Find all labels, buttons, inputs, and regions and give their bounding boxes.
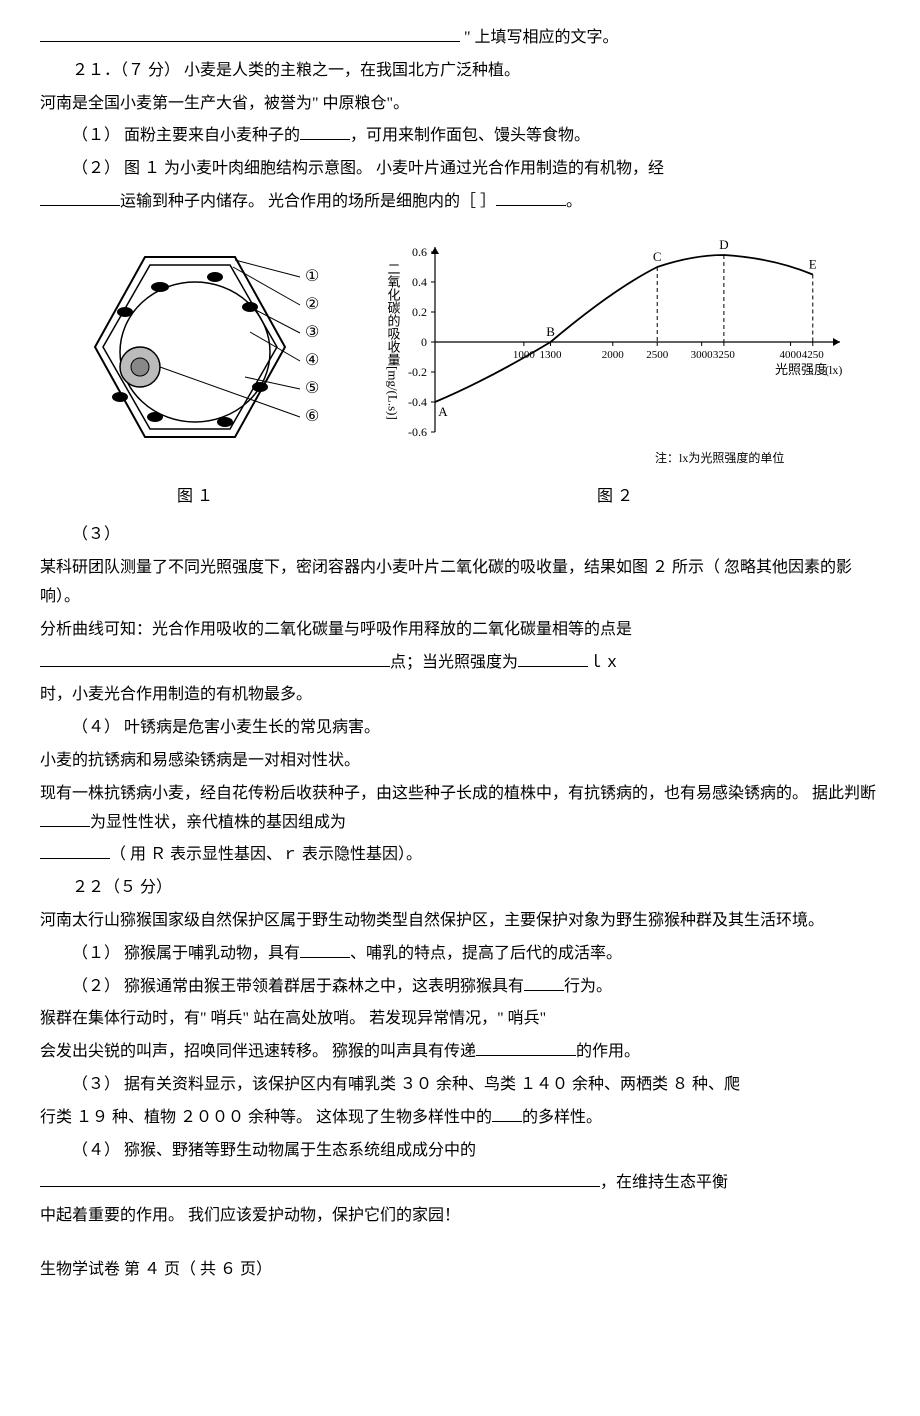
q22-p2d: 会发出尖锐的叫声，招唤同伴迅速转移。 猕猴的叫声具有传递: [40, 1043, 476, 1060]
q21-p3c: 点；当光照强度为: [390, 654, 518, 671]
svg-text:-0.4: -0.4: [408, 395, 427, 409]
svg-text:二氧化碳的吸收量[mg/(L.s)]: 二氧化碳的吸收量[mg/(L.s)]: [386, 262, 401, 420]
co2-chart: -0.6 -0.4 -0.2 0 0.2 0.4 0.6 1000 1300 2000 2500 30…: [375, 237, 855, 478]
q22-p2-blank1: [524, 975, 564, 991]
q22-p4c: 中起着重要的作用。 我们应该爱护动物，保护它们的家园！: [40, 1202, 880, 1231]
q22-p2b: 行为。: [564, 978, 612, 995]
q22-p2-line3: 会发出尖锐的叫声，招唤同伴迅速转移。 猕猴的叫声具有传递 的作用。: [40, 1038, 880, 1067]
q22-p1: （１） 猕猴属于哺乳动物，具有 、哺乳的特点，提高了后代的成活率。: [40, 940, 880, 969]
svg-text:0.2: 0.2: [412, 305, 427, 319]
svg-text:-0.6: -0.6: [408, 425, 427, 439]
svg-text:4000: 4000: [780, 349, 803, 361]
q21-p3-blank2: [518, 651, 588, 667]
svg-text:光照强度: 光照强度: [775, 362, 827, 377]
q22-p4-line1: （４） 猕猴、野猪等野生动物属于生态系统组成成分中的: [40, 1137, 880, 1166]
q22-p4-blank: [40, 1171, 600, 1187]
q21-p4c: 现有一株抗锈病小麦，经自花传粉后收获种子，由这些种子长成的植株中，有抗锈病的，也…: [40, 780, 880, 838]
svg-text:注：lx为光照强度的单位: 注：lx为光照强度的单位: [655, 450, 784, 465]
cell-label-1: ①: [305, 268, 319, 285]
q21-p4a: （４） 叶锈病是危害小麦生长的常见病害。: [40, 714, 880, 743]
svg-text:0.6: 0.6: [412, 245, 427, 259]
svg-text:4250: 4250: [802, 349, 825, 361]
q21-p3b: 分析曲线可知：光合作用吸收的二氧化碳量与呼吸作用释放的二氧化碳量相等的点是: [40, 616, 880, 645]
q21-p3e: 时，小麦光合作用制造的有机物最多。: [40, 681, 880, 710]
svg-text:B: B: [546, 324, 555, 339]
q22-p2e: 的作用。: [576, 1043, 640, 1060]
cell-label-4: ④: [305, 352, 319, 369]
q22-p1-blank: [300, 942, 350, 958]
q21-p2c: 。: [566, 193, 582, 210]
svg-text:3250: 3250: [713, 349, 736, 361]
header-quote-line: " 上填写相应的文字。: [40, 24, 880, 53]
q21-p3d: ｌｘ: [588, 654, 620, 671]
q21-p3a: 某科研团队测量了不同光照强度下，密闭容器内小麦叶片二氧化碳的吸收量，结果如图 ２…: [40, 554, 880, 612]
cell-label-5: ⑤: [305, 380, 319, 397]
svg-text:1300: 1300: [540, 349, 563, 361]
cell-label-2: ②: [305, 296, 319, 313]
svg-text:2000: 2000: [602, 349, 625, 361]
q22-p4-line2: ，在维持生态平衡: [40, 1169, 880, 1198]
q21-p4b: 小麦的抗锈病和易感染锈病是一对相对性状。: [40, 747, 880, 776]
cell-label-3: ③: [305, 324, 319, 341]
svg-text:2500: 2500: [646, 349, 669, 361]
q22-p2-blank2: [476, 1040, 576, 1056]
svg-text:3000: 3000: [691, 349, 714, 361]
cell-diagram: ① ② ③ ④ ⑤ ⑥: [65, 237, 325, 468]
q21-p3-blank1: [40, 651, 390, 667]
q22-p3b: 行类 １９ 种、植物 ２０００ 余种等。 这体现了生物多样性中的: [40, 1109, 492, 1126]
svg-text:0.4: 0.4: [412, 275, 427, 289]
header-quote: " 上填写相应的文字。: [464, 29, 619, 46]
q22-p3-blank: [492, 1106, 522, 1122]
q21-p1a: （１） 面粉主要来自小麦种子的: [72, 127, 300, 144]
q21-p1: （１） 面粉主要来自小麦种子的 ，可用来制作面包、馒头等食物。: [40, 122, 880, 151]
q21-p4-blank2: [40, 843, 110, 859]
q21-p1b: ，可用来制作面包、馒头等食物。: [350, 127, 590, 144]
q22-p2-line1: （２） 猕猴通常由猴王带领着群居于森林之中，这表明猕猴具有 行为。: [40, 973, 880, 1002]
q21-p2-blank2: [496, 190, 566, 206]
q21-p2-blank1: [40, 190, 120, 206]
q22-p3a: （３） 据有关资料显示，该保护区内有哺乳类 ３０ 余种、鸟类 １４０ 余种、两栖…: [40, 1071, 880, 1100]
q21-intro2: 河南是全国小麦第一生产大省，被誉为" 中原粮仓"。: [40, 90, 880, 119]
q21-p3-blank-line: 点；当光照强度为 ｌｘ: [40, 649, 880, 678]
svg-text:-0.2: -0.2: [408, 365, 427, 379]
q22-p3-line2: 行类 １９ 种、植物 ２０００ 余种等。 这体现了生物多样性中的 的多样性。: [40, 1104, 880, 1133]
q22-p2a: （２） 猕猴通常由猴王带领着群居于森林之中，这表明猕猴具有: [72, 978, 524, 995]
q22-p1a: （１） 猕猴属于哺乳动物，具有: [72, 945, 300, 962]
header-blank: [40, 26, 460, 42]
q21-number: ２１．（７ 分）: [72, 62, 180, 79]
q21-p4e: （ 用 Ｒ 表示显性基因、ｒ 表示隐性基因）。: [110, 846, 422, 863]
cell-label-6: ⑥: [305, 408, 319, 425]
q22-p4a: （４） 猕猴、野猪等野生动物属于生态系统组成成分中的: [72, 1142, 476, 1159]
svg-text:E: E: [809, 256, 817, 271]
q22-p4b: ，在维持生态平衡: [600, 1174, 728, 1191]
fig1-label: 图 １: [65, 483, 325, 512]
q21-p2-line2: 运输到种子内储存。 光合作用的场所是细胞内的［ ］ 。: [40, 188, 880, 217]
q21-p2b: 运输到种子内储存。 光合作用的场所是细胞内的［ ］: [120, 193, 496, 210]
q22-p2c: 猴群在集体行动时，有" 哨兵" 站在高处放哨。 若发现异常情况，" 哨兵": [40, 1005, 880, 1034]
q22-intro: 河南太行山猕猴国家级自然保护区属于野生动物类型自然保护区，主要保护对象为野生猕猴…: [40, 907, 880, 936]
q22-p3c: 的多样性。: [522, 1109, 602, 1126]
q22-number: ２２（５ 分）: [40, 874, 880, 903]
q21-p3num: （３）: [40, 521, 880, 550]
svg-text:A: A: [438, 404, 448, 419]
q21-p1-blank: [300, 124, 350, 140]
svg-text:1000: 1000: [513, 349, 536, 361]
svg-text:(lx): (lx): [825, 363, 842, 377]
page-footer: 生物学试卷 第 ４ 页（ 共 ６ 页）: [40, 1256, 880, 1285]
q22-p1b: 、哺乳的特点，提高了后代的成活率。: [350, 945, 622, 962]
figures-row: ① ② ③ ④ ⑤ ⑥ -0.6 -0.4 -0.2 0 0.2 0.4 0.6 1000 13…: [40, 237, 880, 478]
svg-text:C: C: [653, 249, 662, 264]
svg-text:0: 0: [421, 335, 427, 349]
q21-intro1: 小麦是人类的主粮之一，在我国北方广泛种植。: [184, 62, 520, 79]
q21-number-line: ２１．（７ 分） 小麦是人类的主粮之一，在我国北方广泛种植。: [40, 57, 880, 86]
figure-labels-row: 图 １ 图 ２: [40, 483, 880, 512]
q21-p4-blank1: [40, 811, 90, 827]
q21-p2a: （２） 图 １ 为小麦叶肉细胞结构示意图。 小麦叶片通过光合作用制造的有机物，经: [40, 155, 880, 184]
q21-p4-blank-line: （ 用 Ｒ 表示显性基因、ｒ 表示隐性基因）。: [40, 841, 880, 870]
fig2-label: 图 ２: [375, 483, 855, 512]
svg-text:D: D: [719, 237, 728, 252]
